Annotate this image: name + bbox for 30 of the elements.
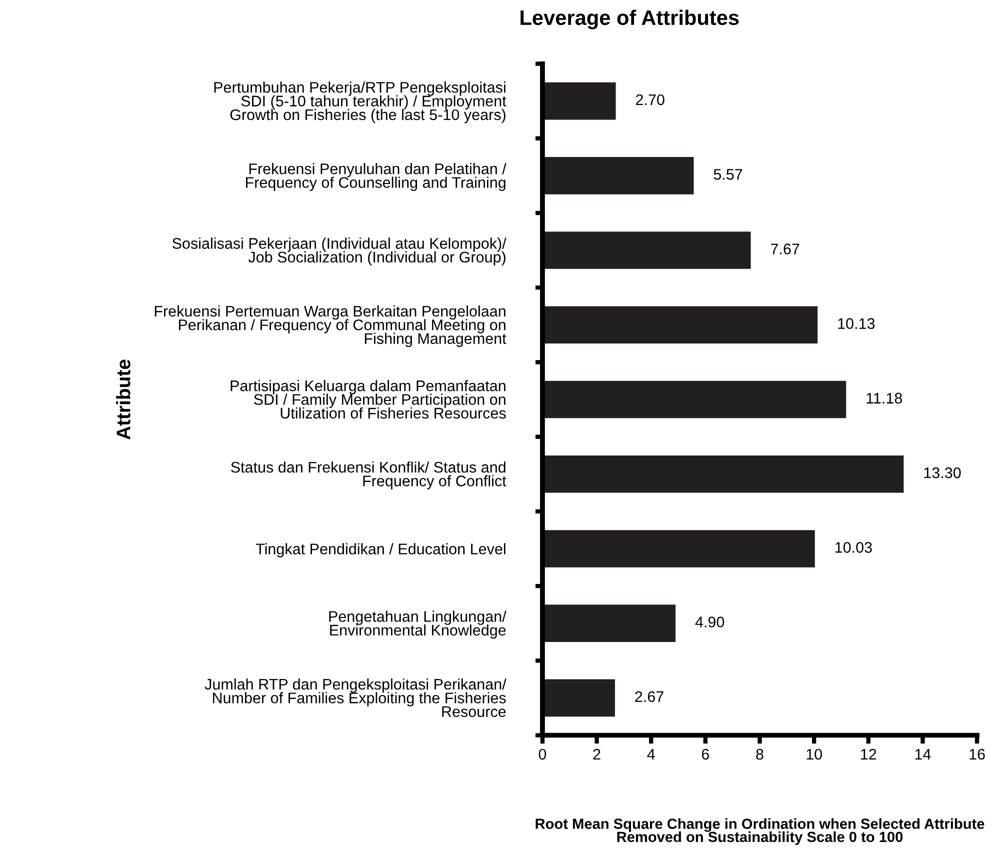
y-tick-label: Pertumbuhan Pekerja/RTP Pengeksploitasi SDI (5-10 tahun terakhir) / Employment Growth on Fisheries (the last 5-10 years) [214,82,506,124]
data-label: 11.18 [866,392,902,404]
x-axis-title: Root Mean Square Change in Ordination when Selected Attribute Removed on Sustainability Scale 0 to 100 [536,818,984,845]
data-label: 10.13 [838,318,875,329]
data-label: 7.67 [771,244,800,254]
x-tick-label: 14 [915,749,931,760]
x-tick-label: 2 [593,748,600,760]
y-tick-label: Frekuensi Pertemuan Warga Berkaitan Pengelolaan Perikanan / Frequency of Communal Meeting on Fishing Management [154,305,506,348]
x-tick-label: 4 [647,749,655,760]
data-label: 13.30 [924,467,961,478]
x-tick-label: 12 [861,748,876,760]
data-label: 4.90 [695,616,724,628]
x-tick-label: 6 [702,748,709,760]
x-tick-label: 10 [806,748,822,760]
y-axis-title: Attribute [116,360,130,440]
y-tick-label: Status dan Frekuensi Konflik/ Status and Frequency of Conflict [231,461,506,490]
y-tick-label: Tingkat Pendidikan / Education Level [256,543,506,558]
y-tick-label: Jumlah RTP dan Pengeksploitasi Perikanan/ Number of Families Exploiting the Fisheries Resource [204,678,506,718]
data-label: 5.57 [714,169,742,180]
chart-title: Leverage of Attributes [520,10,739,30]
y-tick-label: Sosialisasi Pekerjaan (Individual atau Kelompok)/ Job Socialization (Individual or Group) [172,238,506,266]
y-tick-label: Frekuensi Penyuluhan dan Pelatihan / Frequency of Counselling and Training [246,163,506,191]
data-label: 10.03 [835,542,872,553]
data-label: 2.67 [635,691,664,702]
x-tick-label: 0 [538,748,546,760]
y-tick-label: Pengetahuan Lingkungan/ Environmental Knowledge [329,610,506,639]
y-tick-label: Partisipasi Keluarga dalam Pemanfaatan SDI / Family Member Participation on Utilization of Fisheries Resources [230,380,506,419]
x-tick-label: 16 [970,748,985,760]
data-label: 2.70 [636,94,664,106]
x-tick-label: 8 [756,748,764,760]
